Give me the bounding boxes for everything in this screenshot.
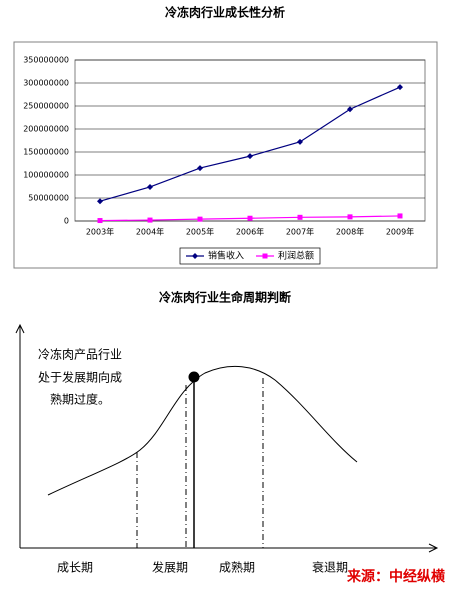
x-tick-label: 2008年 <box>336 227 364 237</box>
y-tick-label: 0 <box>64 217 69 226</box>
marker <box>147 217 153 223</box>
x-tick-label: 2004年 <box>136 227 164 237</box>
note: 冷冻肉产品行业 处于发展期向成 熟期过度。 <box>38 347 122 407</box>
x-tick-label: 2009年 <box>386 227 414 237</box>
arrow <box>15 323 25 334</box>
legend-marker <box>192 253 198 259</box>
marker <box>197 165 203 172</box>
diagram-title: 冷冻肉行业生命周期判断 <box>159 290 291 305</box>
legend <box>179 247 321 265</box>
y-tick-label: 250000000 <box>23 102 69 111</box>
marker <box>97 198 103 205</box>
stage-label: 成长期 <box>57 561 93 575</box>
legend-marker <box>262 253 268 259</box>
current-position <box>188 371 200 383</box>
stage-label: 发展期 <box>152 560 188 575</box>
y-tick-label: 150000000 <box>23 148 69 157</box>
note-line: 冷冻肉产品行业 <box>38 347 122 362</box>
marker <box>247 215 253 221</box>
marker <box>297 214 303 220</box>
chart-title: 冷冻肉行业成长性分析 <box>165 5 285 20</box>
stage-label: 成熟期 <box>219 560 255 575</box>
y-tick-label: 350000000 <box>23 56 69 65</box>
x-tick-label: 2003年 <box>86 227 114 237</box>
marker <box>347 106 353 113</box>
marker <box>397 213 403 219</box>
plot-area <box>74 59 426 222</box>
x-tick-label: 2006年 <box>236 227 264 237</box>
cycle-curve <box>47 365 358 496</box>
marker <box>397 84 403 91</box>
marker <box>347 214 353 220</box>
marker <box>247 153 253 160</box>
marker <box>297 138 303 145</box>
y-tick-label: 50000000 <box>28 194 69 203</box>
note-line: 熟期过度。 <box>50 392 110 407</box>
y-tick-label: 200000000 <box>23 125 69 134</box>
marker <box>147 183 153 190</box>
y-tick-label: 100000000 <box>23 171 69 180</box>
x-tick-label: 2005年 <box>186 227 214 237</box>
legend-label: 利润总额 <box>278 250 314 262</box>
arrow <box>428 543 439 553</box>
marker <box>197 216 203 222</box>
marker <box>97 218 103 224</box>
stage-label: 衰退期 <box>312 560 348 575</box>
y-tick-label: 300000000 <box>23 79 69 88</box>
life-cycle-diagram <box>15 323 439 553</box>
note-line: 处于发展期向成 <box>38 370 122 385</box>
source: 来源：中经纵横 <box>346 568 446 585</box>
stage-labels: 成长期 发展期 成熟期 衰退期 <box>57 560 348 575</box>
legend-label: 销售收入 <box>208 250 244 262</box>
x-tick-label: 2007年 <box>286 227 314 237</box>
